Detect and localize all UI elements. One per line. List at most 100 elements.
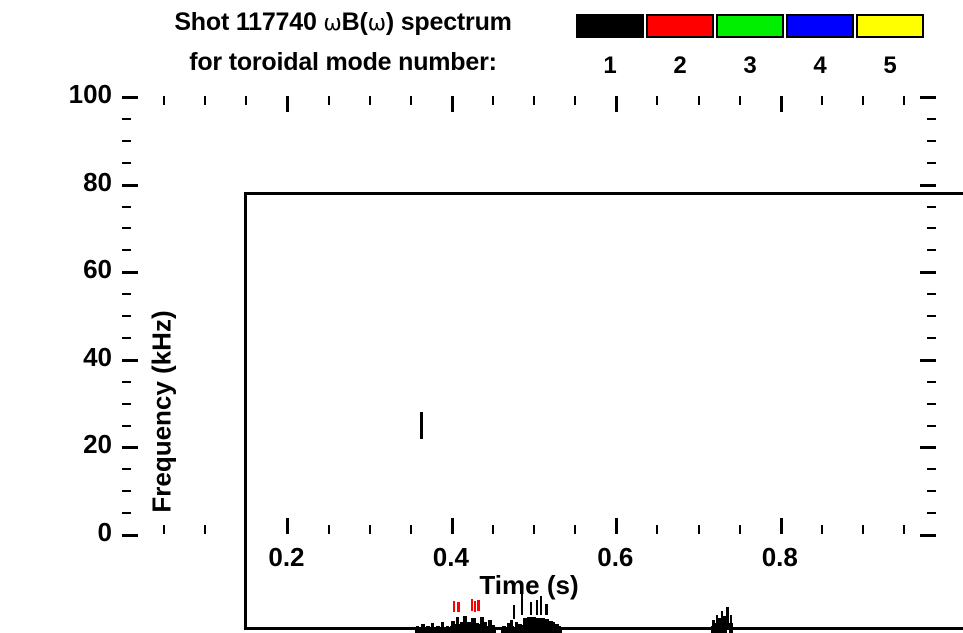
data-mark-mode-1 xyxy=(512,604,516,619)
data-mark-mode-1 xyxy=(455,617,460,632)
y-tick-label: 40 xyxy=(83,341,112,372)
title-b-open: B( xyxy=(341,8,368,36)
data-mark-mode-1 xyxy=(463,616,468,632)
title-spectrum-text: ) spectrum xyxy=(385,8,512,36)
y-minor-tick-right xyxy=(927,227,936,230)
data-mark-baseline-mode-1 xyxy=(536,624,547,633)
data-mark-baseline-mode-1 xyxy=(466,626,472,633)
x-tick-label: 0.8 xyxy=(761,542,798,572)
data-mark-mode-2 xyxy=(473,601,477,612)
y-minor-tick xyxy=(122,227,131,230)
x-minor-tick-top xyxy=(163,96,166,105)
data-mark-mode-1 xyxy=(518,624,522,633)
title-line-1: Shot 117740 ωB(ω) spectrum xyxy=(112,8,574,37)
data-mark-mode-1 xyxy=(431,623,435,633)
y-major-tick-right xyxy=(920,96,936,99)
y-minor-tick xyxy=(122,205,131,208)
data-mark-mode-1 xyxy=(436,625,441,633)
legend-swatch-mode-2 xyxy=(646,14,714,38)
y-minor-tick-right xyxy=(927,336,936,339)
data-mark-baseline-mode-1 xyxy=(430,627,436,633)
x-major-tick-top xyxy=(450,96,454,112)
y-tick-label: 100 xyxy=(68,79,112,109)
x-minor-tick-top xyxy=(697,96,700,105)
data-mark-baseline-mode-1 xyxy=(420,628,426,633)
data-mark-mode-1 xyxy=(421,624,425,633)
y-minor-tick-right xyxy=(927,512,936,515)
y-major-tick xyxy=(122,446,138,450)
x-major-tick xyxy=(779,518,783,534)
data-mark-mode-1 xyxy=(441,622,445,633)
y-minor-tick-right xyxy=(927,117,936,120)
x-minor-tick xyxy=(409,525,412,534)
data-mark-baseline-mode-1 xyxy=(500,629,507,633)
y-major-tick xyxy=(122,358,138,362)
title-line-2: for toroidal mode number: xyxy=(189,48,497,76)
y-minor-tick-right xyxy=(927,139,936,142)
y-major-tick xyxy=(122,96,138,99)
x-minor-tick-top xyxy=(862,96,864,105)
data-mark-baseline-mode-1 xyxy=(531,624,544,633)
y-major-tick xyxy=(122,271,138,275)
x-minor-tick xyxy=(656,525,659,534)
x-minor-tick-top xyxy=(204,96,207,105)
chart-title-block: Shot 117740 ωB(ω) spectrum for toroidal … xyxy=(0,0,963,92)
y-minor-tick-right xyxy=(927,161,936,164)
y-minor-tick xyxy=(122,512,131,515)
data-mark-mode-1 xyxy=(510,619,514,633)
y-major-tick-right xyxy=(920,358,936,362)
x-minor-tick-top xyxy=(820,96,823,105)
y-tick-label: 60 xyxy=(83,254,112,285)
data-mark-mode-1 xyxy=(467,621,471,633)
x-minor-tick xyxy=(245,525,248,534)
x-minor-tick-top xyxy=(574,96,577,105)
x-minor-tick xyxy=(903,525,906,534)
x-major-tick-top xyxy=(779,96,783,112)
data-mark-baseline-mode-1 xyxy=(444,629,451,633)
title-shot-text: Shot 117740 xyxy=(174,8,324,36)
x-minor-tick-top xyxy=(738,96,741,105)
x-minor-tick xyxy=(820,525,823,534)
data-mark-mode-1 xyxy=(459,622,464,633)
y-minor-tick-right xyxy=(927,293,936,296)
legend-swatch-mode-4 xyxy=(786,14,854,38)
x-minor-tick-top xyxy=(903,96,906,105)
data-mark-baseline-mode-1 xyxy=(717,624,722,633)
data-mark-baseline-mode-1 xyxy=(541,625,550,633)
data-mark-baseline-mode-1 xyxy=(728,623,734,633)
x-minor-tick xyxy=(204,525,207,534)
data-mark-baseline-mode-1 xyxy=(462,623,469,633)
legend-swatch-mode-3 xyxy=(716,14,784,38)
x-minor-tick xyxy=(574,525,577,534)
y-minor-tick-right xyxy=(927,249,936,252)
data-mark-mode-1 xyxy=(450,620,456,633)
data-mark-mode-1 xyxy=(487,619,493,633)
data-mark-mode-1 xyxy=(471,618,476,632)
data-mark-baseline-mode-1 xyxy=(449,626,457,633)
data-mark-baseline-mode-1 xyxy=(505,627,512,633)
y-minor-tick xyxy=(122,249,131,252)
data-mark-mode-1 xyxy=(718,618,721,632)
data-mark-baseline-mode-1 xyxy=(553,628,560,633)
data-mark-baseline-mode-1 xyxy=(478,624,485,633)
y-minor-tick-right xyxy=(927,468,936,471)
data-mark-baseline-mode-1 xyxy=(454,624,461,633)
y-tick-label: 20 xyxy=(83,429,112,460)
data-mark-mode-2 xyxy=(477,599,480,612)
legend-label-mode-5: 5 xyxy=(883,52,897,79)
x-major-tick-top xyxy=(615,96,619,112)
y-major-tick-right xyxy=(920,446,936,450)
y-minor-tick xyxy=(122,490,131,493)
y-minor-tick xyxy=(122,380,131,383)
x-minor-tick xyxy=(738,525,741,534)
data-mark-baseline-mode-1 xyxy=(435,628,442,633)
y-major-tick-right xyxy=(920,183,936,187)
y-minor-tick xyxy=(122,315,131,317)
data-mark-mode-1 xyxy=(501,625,506,633)
y-minor-tick-right xyxy=(927,402,936,405)
legend-item-mode-5: 5 xyxy=(856,14,926,79)
y-minor-tick-right xyxy=(927,205,936,208)
data-mark-mode-1 xyxy=(547,620,553,633)
x-tick-label: 0.4 xyxy=(432,542,469,572)
legend-swatch-mode-1 xyxy=(576,14,644,38)
